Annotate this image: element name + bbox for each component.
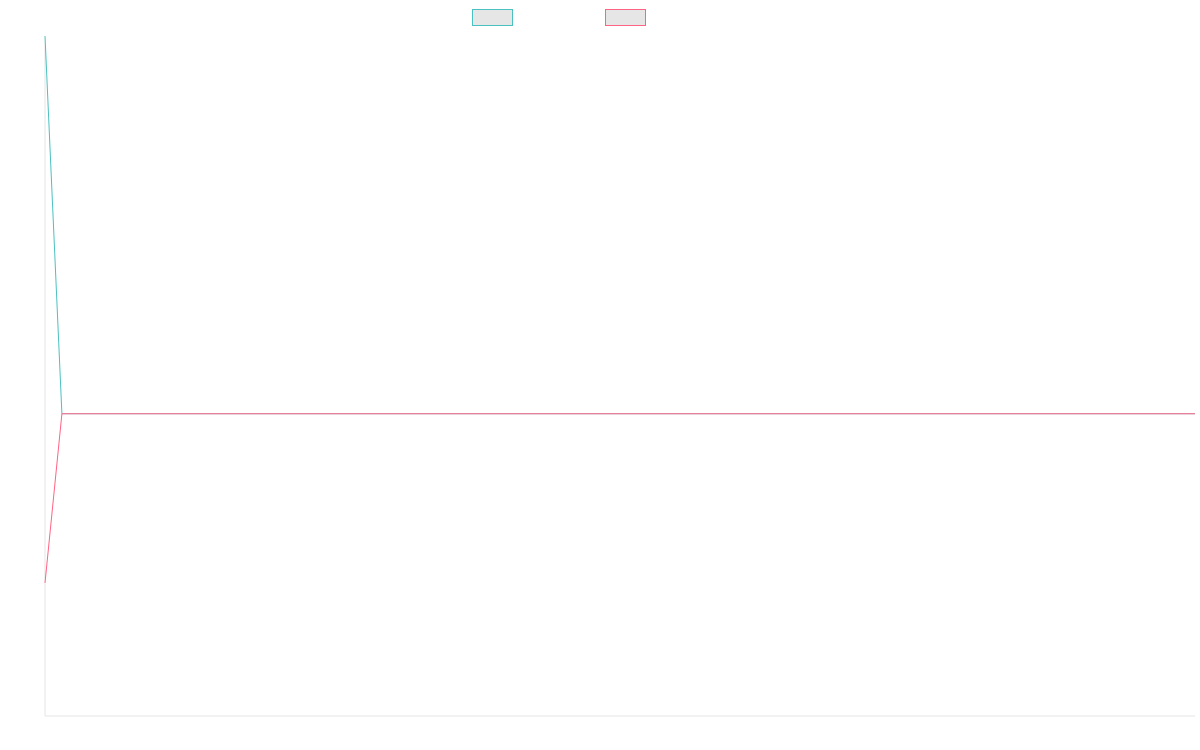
legend-swatch-series-2[interactable] <box>605 9 646 26</box>
series-line-2 <box>44 413 1195 584</box>
chart-legend[interactable] <box>472 9 646 26</box>
series-line-1 <box>44 35 1195 415</box>
legend-swatch-series-1[interactable] <box>472 9 513 26</box>
chart-series <box>44 35 1195 584</box>
chart-axes <box>44 36 1195 717</box>
